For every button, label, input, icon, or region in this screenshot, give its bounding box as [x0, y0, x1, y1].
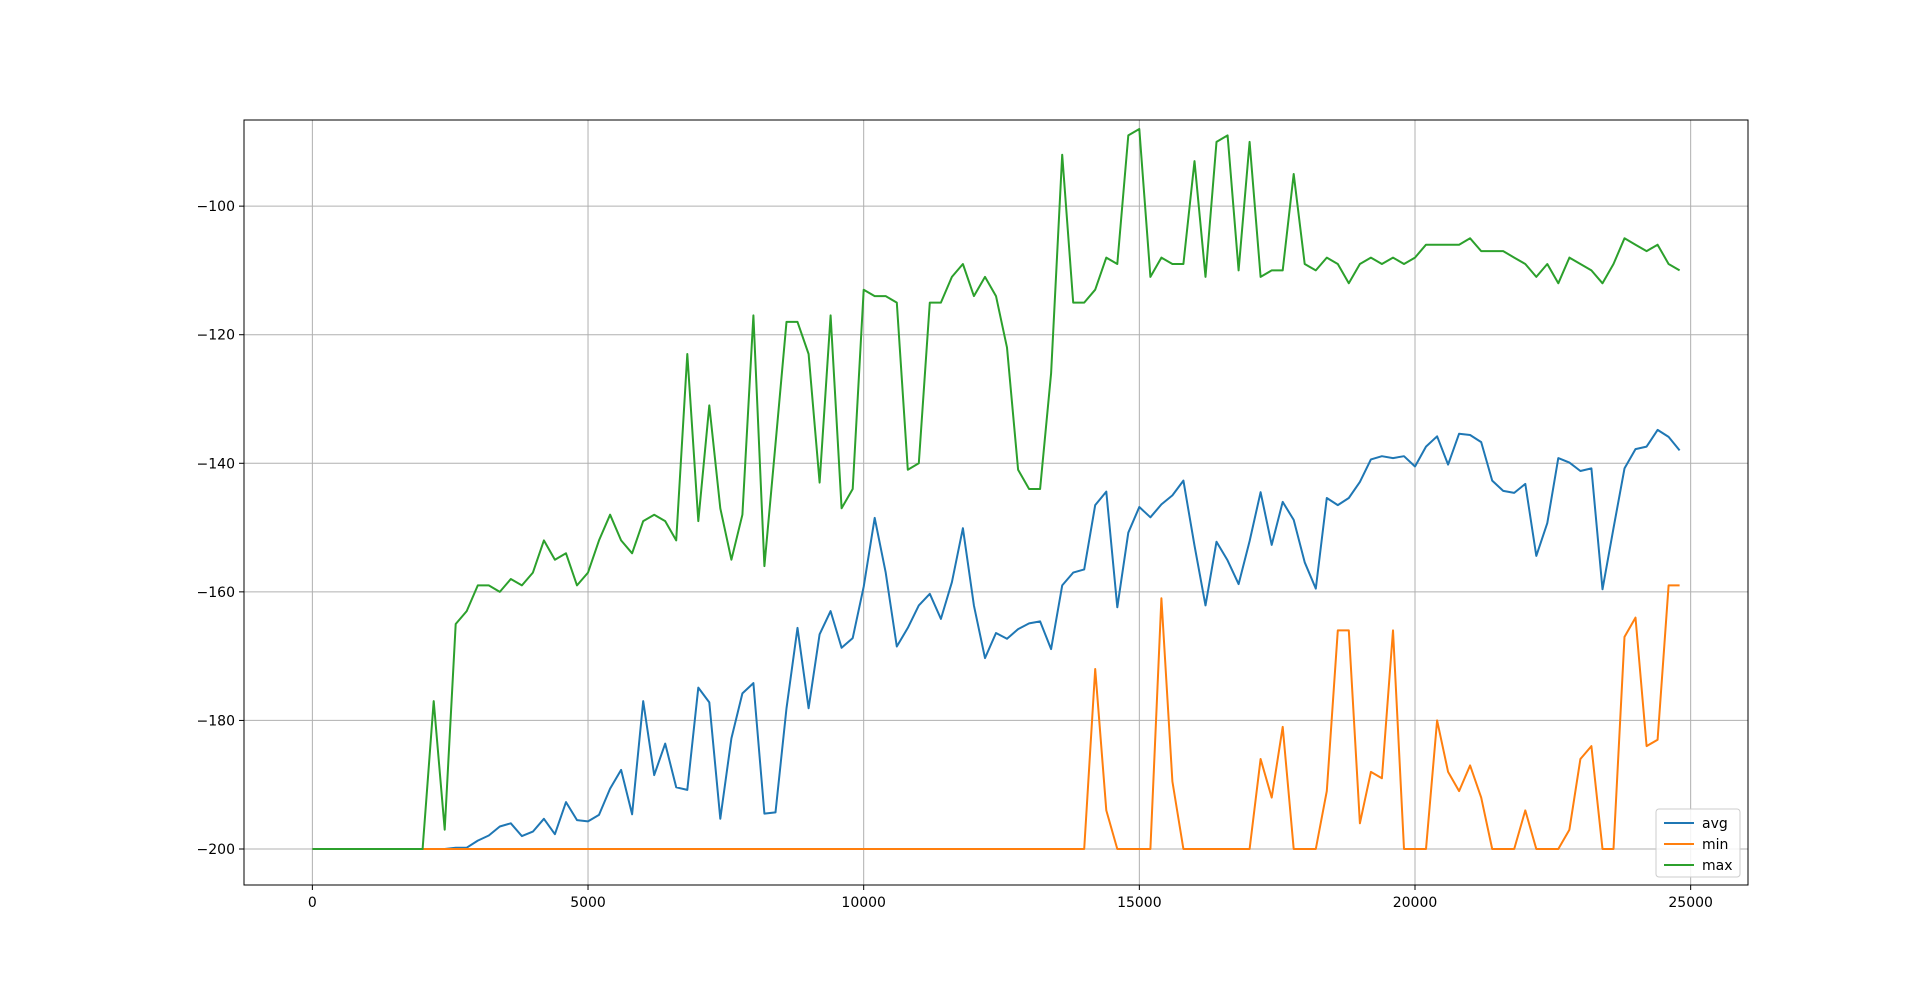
series-line-min [312, 584, 1680, 850]
y-axis-ticks: −200 −180 −160 −140 −120 −100 [197, 199, 244, 858]
y-tick-label: −180 [197, 713, 235, 729]
series-line-avg [312, 428, 1681, 850]
legend-label-max: max [1702, 858, 1733, 874]
series-line-max [312, 128, 1681, 850]
x-tick-label: 20000 [1393, 895, 1438, 911]
x-tick-label: 15000 [1117, 895, 1162, 911]
y-tick-label: −160 [197, 585, 235, 601]
legend-label-min: min [1702, 837, 1728, 853]
x-axis-ticks: 0 5000 10000 15000 20000 25000 [308, 885, 1713, 911]
x-tick-label: 5000 [570, 895, 606, 911]
legend-box [1655, 808, 1741, 878]
legend-label-avg: avg [1702, 816, 1728, 832]
x-tick-label: 10000 [841, 895, 886, 911]
y-tick-label: −120 [197, 328, 235, 344]
x-tick-label: 25000 [1668, 895, 1713, 911]
y-tick-label: −140 [197, 456, 235, 472]
y-tick-label: −100 [197, 199, 235, 215]
x-tick-label: 0 [308, 895, 317, 911]
y-tick-label: −200 [197, 842, 235, 858]
legend: avg min max [1655, 808, 1741, 878]
plot-frame [243, 119, 1749, 886]
series-lines [312, 128, 1681, 850]
